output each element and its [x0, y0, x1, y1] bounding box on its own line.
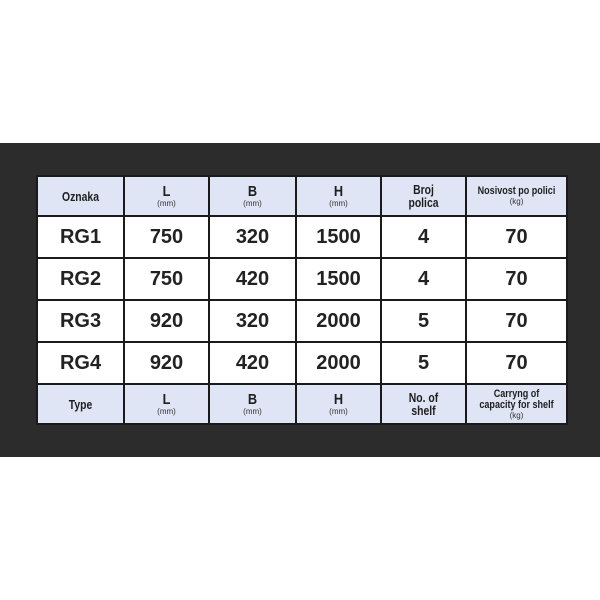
- header-b: B (mm): [208, 175, 297, 217]
- cell: RG2: [36, 257, 125, 301]
- cell: 920: [123, 299, 210, 343]
- cell: 70: [465, 299, 568, 343]
- footer-no-of-shelf: No. of shelf: [380, 383, 467, 425]
- header-row: Oznaka L (mm) B (mm) H (mm) Broj polica Nosi…: [36, 175, 568, 217]
- footer-h: H (mm): [295, 383, 382, 425]
- footer-l: L (mm): [123, 383, 210, 425]
- header-nosivost: Nosivost po polici (kg): [465, 175, 568, 217]
- table-row: RG4 920 420 2000 5 70: [36, 341, 568, 385]
- cell: 750: [123, 215, 210, 259]
- cell: 4: [380, 257, 467, 301]
- header-broj-polica: Broj polica: [380, 175, 467, 217]
- cell: 750: [123, 257, 210, 301]
- header-h: H (mm): [295, 175, 382, 217]
- cell: 320: [208, 299, 297, 343]
- spec-table: Oznaka L (mm) B (mm) H (mm) Broj polica Nosi…: [36, 175, 568, 425]
- cell: 920: [123, 341, 210, 385]
- cell: 70: [465, 257, 568, 301]
- cell: 5: [380, 299, 467, 343]
- table-row: RG3 920 320 2000 5 70: [36, 299, 568, 343]
- footer-b: B (mm): [208, 383, 297, 425]
- cell: 5: [380, 341, 467, 385]
- footer-type: Type: [36, 383, 125, 425]
- cell: 2000: [295, 299, 382, 343]
- cell: RG3: [36, 299, 125, 343]
- header-oznaka: Oznaka: [36, 175, 125, 217]
- cell: 2000: [295, 341, 382, 385]
- header-l: L (mm): [123, 175, 210, 217]
- footer-capacity: Carryng of capacity for shelf (kg): [465, 383, 568, 425]
- cell: RG4: [36, 341, 125, 385]
- cell: 70: [465, 215, 568, 259]
- footer-row: Type L (mm) B (mm) H (mm) No. of shelf Carry…: [36, 383, 568, 425]
- cell: 1500: [295, 215, 382, 259]
- cell: 420: [208, 341, 297, 385]
- table-row: RG1 750 320 1500 4 70: [36, 215, 568, 259]
- table-row: RG2 750 420 1500 4 70: [36, 257, 568, 301]
- cell: 70: [465, 341, 568, 385]
- cell: 4: [380, 215, 467, 259]
- cell: RG1: [36, 215, 125, 259]
- cell: 1500: [295, 257, 382, 301]
- cell: 420: [208, 257, 297, 301]
- cell: 320: [208, 215, 297, 259]
